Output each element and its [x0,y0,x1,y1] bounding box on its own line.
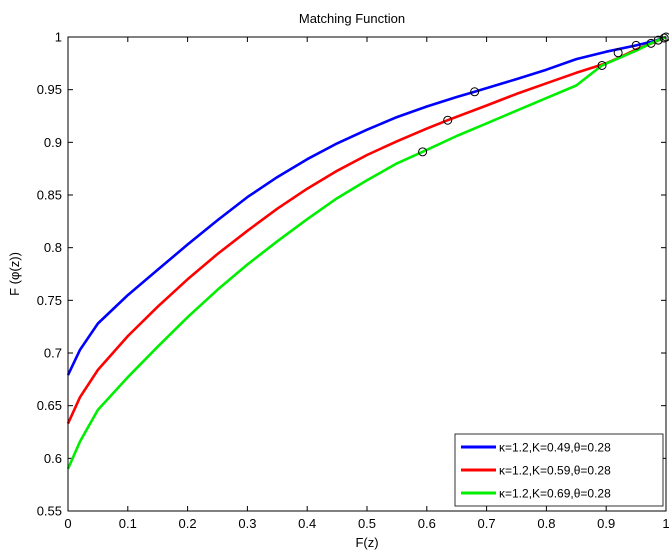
y-tick-label: 0.7 [44,346,62,361]
circle-marker [653,35,663,45]
y-tick-label: 0.65 [37,398,62,413]
x-tick-label: 0.1 [119,516,137,531]
x-tick-label: 0.8 [537,516,555,531]
circle-marker [613,48,623,58]
x-tick-label: 0 [64,516,71,531]
x-tick-label: 0.9 [597,516,615,531]
circle-marker [597,60,607,70]
x-tick-label: 0.6 [418,516,436,531]
x-tick-label: 0.7 [478,516,496,531]
series-line-3 [66,35,667,470]
x-tick-label: 0.3 [238,516,256,531]
x-tick-label: 0.5 [358,516,376,531]
y-tick-label: 0.75 [37,293,62,308]
series-lines [66,35,667,470]
y-tick-label: 0.85 [37,188,62,203]
legend: κ=1.2,K=0.49,θ=0.28 κ=1.2,K=0.59,θ=0.28 κ=… [454,433,664,507]
y-tick-label: 0.9 [44,135,62,150]
x-tick-label: 0.2 [179,516,197,531]
plot-area [68,37,666,511]
circle-marker [443,115,453,125]
x-tick-label: 1 [662,516,669,531]
circle-marker [659,33,669,43]
y-axis-title: F (φ(z)) [7,252,22,296]
legend-label: κ=1.2,K=0.59,θ=0.28 [499,464,611,478]
x-axis-title: F(z) [355,535,378,550]
circle-marker [470,87,480,97]
y-tick-label: 0.8 [44,240,62,255]
y-tick-label: 0.95 [37,82,62,97]
legend-label: κ=1.2,K=0.49,θ=0.28 [499,441,611,455]
y-tick-label: 0.55 [37,504,62,519]
plot-frame [67,36,667,512]
chart-title: Matching Function [299,11,405,26]
x-tick-label: 0.4 [298,516,316,531]
legend-label: κ=1.2,K=0.69,θ=0.28 [499,487,611,501]
series-line-1 [66,35,667,376]
circle-marker [631,40,641,50]
circle-marker [418,147,428,157]
axis-tick-labels: 0 0.1 0.2 0.3 0.4 0.5 0.6 0.7 0.8 0.9 1 0.55 0.6 0.65… [37,30,669,532]
y-tick-label: 0.6 [44,451,62,466]
y-tick-label: 1 [55,30,62,45]
